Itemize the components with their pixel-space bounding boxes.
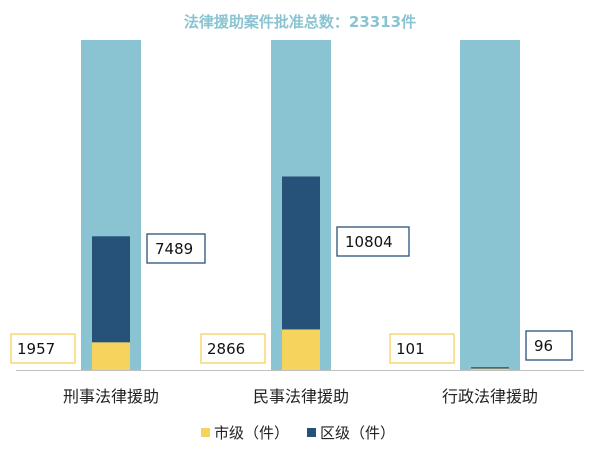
- city-value-box: [10, 333, 76, 364]
- labels-layer: 刑事法律援助 1957 7489 民事法律援助 2866 10804 行政法律援助 101 96: [10, 226, 573, 406]
- district-value-label: 7489: [155, 240, 193, 258]
- district-value-label: 96: [534, 337, 553, 355]
- legend: 市级（件） 区级（件）: [201, 424, 395, 442]
- district-value-box: [146, 233, 206, 264]
- chart-title: 法律援助案件批准总数：23313件: [184, 13, 416, 31]
- city-value-label: 1957: [17, 340, 55, 358]
- city-value-box: [200, 333, 266, 364]
- bar-district: [282, 176, 320, 330]
- legend-swatch: [201, 428, 210, 437]
- category-label: 民事法律援助: [253, 387, 349, 406]
- category-label: 刑事法律援助: [63, 387, 159, 406]
- bar-city: [92, 342, 130, 370]
- district-value-box: [336, 226, 410, 257]
- bar-total-background: [460, 40, 520, 370]
- bar-district: [471, 367, 509, 369]
- city-value-label: 101: [396, 340, 425, 358]
- category-label: 行政法律援助: [442, 387, 538, 406]
- city-value-box: [389, 333, 455, 364]
- legend-label: 区级（件）: [320, 424, 395, 442]
- city-value-label: 2866: [207, 340, 245, 358]
- bar-city: [471, 368, 509, 370]
- district-value-box: [525, 330, 573, 361]
- legend-label: 市级（件）: [214, 424, 289, 442]
- bars-layer: [81, 40, 520, 370]
- bar-district: [92, 236, 130, 343]
- bar-city: [282, 329, 320, 370]
- district-value-label: 10804: [345, 233, 393, 251]
- legend-swatch: [307, 428, 316, 437]
